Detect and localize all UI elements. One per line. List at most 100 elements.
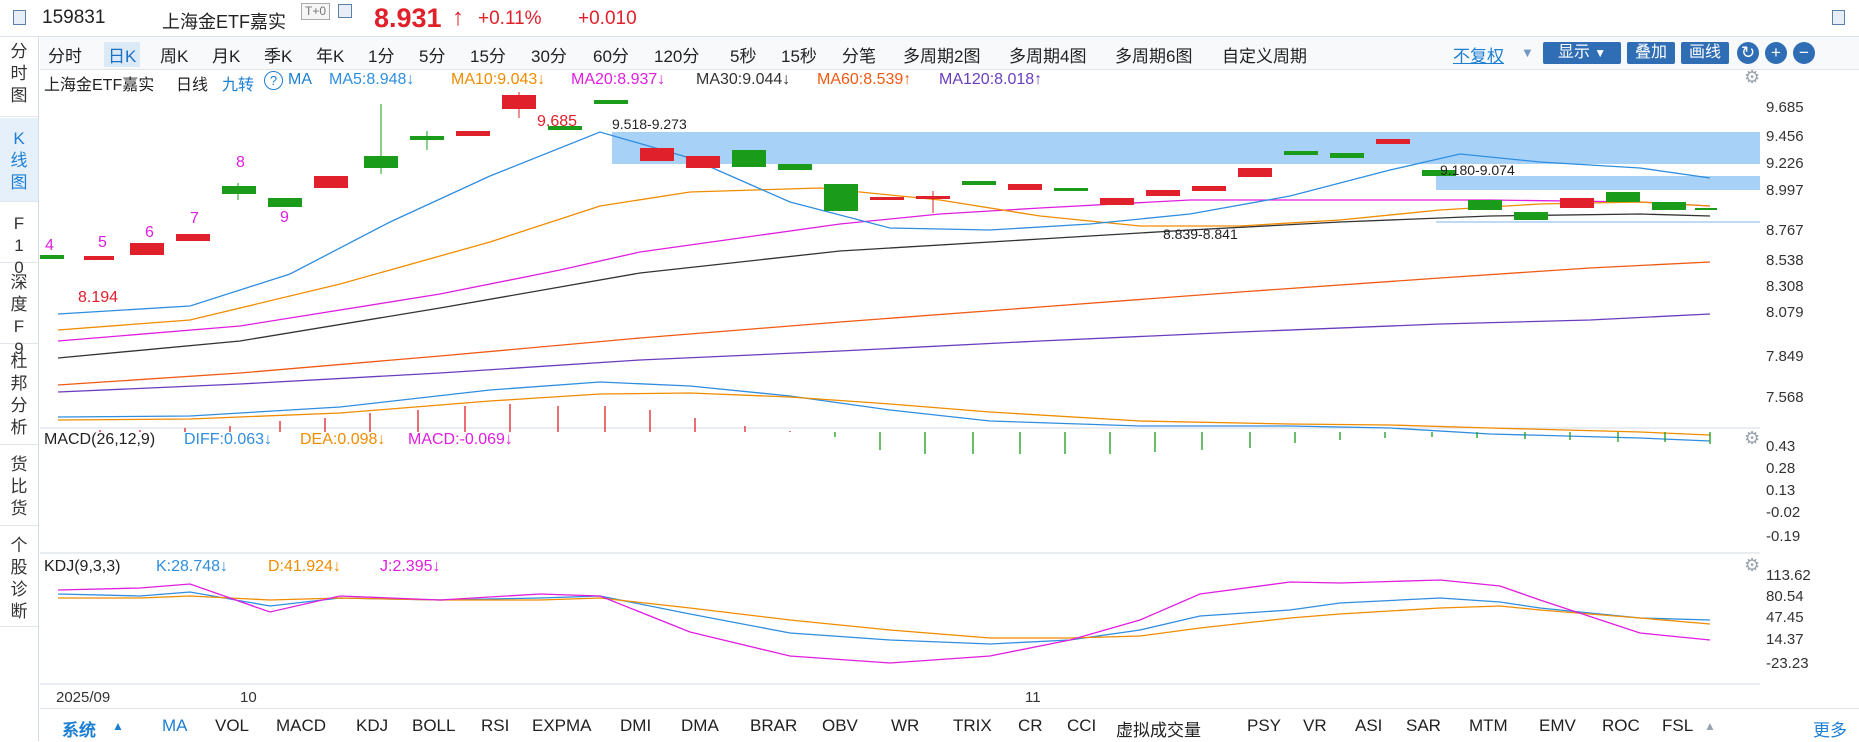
chart-canvas[interactable] bbox=[40, 88, 1760, 708]
period-tab[interactable]: 多周期4图 bbox=[1009, 47, 1087, 66]
candle bbox=[1330, 153, 1364, 158]
system-indicators-menu[interactable]: 系统 bbox=[62, 721, 96, 740]
zoom-out-icon[interactable]: − bbox=[1793, 42, 1815, 64]
ma-label[interactable]: MA bbox=[288, 71, 312, 88]
period-tab[interactable]: 月K bbox=[212, 47, 241, 66]
nav-time-chart[interactable]: 分时图 bbox=[0, 37, 38, 117]
period-tab[interactable]: 多周期6图 bbox=[1115, 47, 1193, 66]
nav-dupont[interactable]: 杜邦分析 bbox=[0, 345, 38, 445]
date-axis: 2025/09 10 11 bbox=[40, 686, 1760, 708]
zoom-in-icon[interactable]: + bbox=[1765, 42, 1787, 64]
macd-tick: -0.19 bbox=[1766, 528, 1801, 545]
nav-k-chart[interactable]: K线图 bbox=[0, 118, 38, 202]
nav-label: 分时图 bbox=[10, 42, 28, 105]
indicator-tab[interactable]: EMV bbox=[1539, 716, 1576, 735]
system-chevron-up-icon[interactable]: ▲ bbox=[112, 719, 124, 733]
period-tab[interactable]: 日K bbox=[104, 42, 141, 67]
panel-toggle-icon[interactable] bbox=[13, 10, 26, 25]
indicator-tab[interactable]: TRIX bbox=[953, 716, 992, 735]
candle bbox=[1376, 139, 1410, 144]
candle bbox=[594, 100, 628, 104]
sequence-count: 8 bbox=[236, 154, 245, 171]
refresh-icon[interactable]: ↻ bbox=[1737, 42, 1759, 64]
period-tab[interactable]: 分时 bbox=[48, 47, 82, 66]
period-tab[interactable]: 5分 bbox=[419, 47, 446, 66]
nav-f10[interactable]: F10 bbox=[0, 203, 38, 277]
indicator-tab[interactable]: DMA bbox=[681, 716, 719, 735]
indicator-tab[interactable]: MA bbox=[162, 716, 188, 735]
price-tick: 8.308 bbox=[1766, 278, 1804, 295]
indicator-tab[interactable]: DMI bbox=[620, 716, 652, 735]
help-icon[interactable]: ? bbox=[264, 71, 283, 90]
macd-label[interactable]: MACD(26,12,9) bbox=[44, 431, 156, 448]
period-tab[interactable]: 15秒 bbox=[781, 47, 817, 66]
candle bbox=[364, 156, 398, 168]
indicator-tab[interactable]: VOL bbox=[215, 716, 250, 735]
period-tab[interactable]: 周K bbox=[160, 47, 189, 66]
ma30-line bbox=[57, 213, 1711, 359]
indicator-tab[interactable]: KDJ bbox=[356, 716, 389, 735]
nav-label: K线图 bbox=[10, 129, 28, 192]
indicator-scroll-up-icon[interactable]: ▲ bbox=[1704, 719, 1716, 733]
indicator-tab[interactable]: MTM bbox=[1469, 716, 1508, 735]
period-tab[interactable]: 30分 bbox=[531, 47, 567, 66]
indicator-tab[interactable]: FSL bbox=[1662, 716, 1694, 735]
indicator-tab[interactable]: OBV bbox=[822, 716, 858, 735]
nav-depth-f9[interactable]: 深度F9 bbox=[0, 264, 38, 358]
indicator-tab[interactable]: WR bbox=[891, 716, 920, 735]
indicator-tab[interactable]: RSI bbox=[481, 716, 510, 735]
period-tab[interactable]: 季K bbox=[264, 47, 293, 66]
date-tick: 2025/09 bbox=[56, 689, 111, 706]
candle bbox=[1468, 200, 1502, 210]
period-tab[interactable]: 120分 bbox=[654, 47, 700, 66]
indicator-tab[interactable]: VR bbox=[1303, 716, 1327, 735]
candle bbox=[1422, 170, 1456, 176]
expand-icon[interactable] bbox=[338, 4, 352, 18]
indicator-tab[interactable]: ROC bbox=[1602, 716, 1640, 735]
indicator-tab[interactable]: CCI bbox=[1067, 716, 1097, 735]
period-tab[interactable]: 年K bbox=[316, 47, 345, 66]
indicator-tab[interactable]: CR bbox=[1018, 716, 1043, 735]
indicator-tab[interactable]: SAR bbox=[1406, 716, 1441, 735]
indicator-tab[interactable]: EXPMA bbox=[532, 716, 592, 735]
more-indicators-link[interactable]: 更多 bbox=[1813, 721, 1847, 740]
period-tab[interactable]: 自定义周期 bbox=[1222, 47, 1307, 66]
indicator-tab[interactable]: PSY bbox=[1247, 716, 1282, 735]
kdj-settings-gear-icon[interactable]: ⚙ bbox=[1744, 555, 1761, 575]
right-panel-toggle-icon[interactable] bbox=[1832, 10, 1845, 25]
main-chart-settings-gear-icon[interactable]: ⚙ bbox=[1744, 67, 1761, 87]
nav-compare[interactable]: 货比货 bbox=[0, 446, 38, 526]
indicator-tab[interactable]: 虚拟成交量 bbox=[1116, 721, 1201, 740]
candle bbox=[732, 150, 766, 167]
candle bbox=[1606, 192, 1640, 202]
adjust-chevron-down-icon[interactable]: ▼ bbox=[1521, 45, 1534, 60]
price-tick: 9.456 bbox=[1766, 128, 1804, 145]
adjust-dropdown[interactable]: 不复权 bbox=[1453, 47, 1504, 66]
candle bbox=[1192, 186, 1226, 191]
period-tab[interactable]: 15分 bbox=[470, 47, 506, 66]
candle bbox=[1560, 198, 1594, 208]
period-tab[interactable]: 1分 bbox=[368, 47, 395, 66]
indicator-tab[interactable]: BOLL bbox=[412, 716, 456, 735]
left-nav: 分时图 K线图 F10 深度F9 杜邦分析 货比货 个股诊断 bbox=[0, 37, 39, 741]
kdj-label[interactable]: KDJ(9,3,3) bbox=[44, 558, 121, 575]
period-tab[interactable]: 5秒 bbox=[730, 47, 757, 66]
sequence-count: 6 bbox=[145, 224, 154, 241]
macd-dea-line bbox=[57, 392, 1711, 436]
macd-settings-gear-icon[interactable]: ⚙ bbox=[1744, 428, 1761, 448]
indicator-tab[interactable]: MACD bbox=[276, 716, 327, 735]
period-tab[interactable]: 分笔 bbox=[842, 47, 876, 66]
indicator-tab[interactable]: BRAR bbox=[750, 716, 798, 735]
draw-line-button[interactable]: 画线 bbox=[1681, 42, 1729, 64]
display-dropdown[interactable]: 显示 ▼ bbox=[1543, 42, 1621, 64]
nav-label: 深度F9 bbox=[10, 273, 28, 358]
period-tab[interactable]: 60分 bbox=[593, 47, 629, 66]
display-label: 显示 bbox=[1557, 44, 1590, 61]
indicator-tab[interactable]: ASI bbox=[1355, 716, 1383, 735]
period-tab[interactable]: 多周期2图 bbox=[903, 47, 981, 66]
jiuzhuan-toggle[interactable]: 九转 bbox=[222, 77, 255, 94]
kdj-j-value: J:2.395↓ bbox=[380, 558, 441, 575]
overlay-button[interactable]: 叠加 bbox=[1627, 42, 1675, 64]
nav-diagnosis[interactable]: 个股诊断 bbox=[0, 527, 38, 627]
nav-label: 杜邦分析 bbox=[10, 352, 28, 437]
